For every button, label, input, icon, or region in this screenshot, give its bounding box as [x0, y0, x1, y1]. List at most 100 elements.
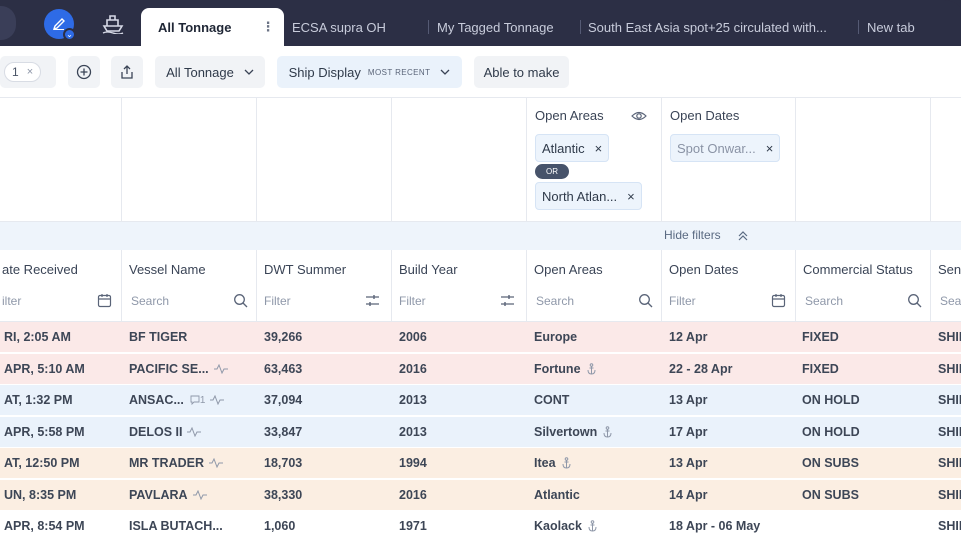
column-header-open-dates[interactable]: Open Dates: [669, 262, 739, 277]
close-icon[interactable]: ×: [627, 188, 635, 204]
column-divider: [661, 98, 662, 222]
tab-label: South East Asia spot+25 circulated with.…: [588, 19, 827, 35]
cell-sender: SHIP: [938, 362, 966, 376]
search-icon[interactable]: [907, 293, 922, 308]
cell-build-year: 2013: [399, 425, 427, 439]
tab-menu-icon[interactable]: ⋮: [261, 19, 275, 34]
chevrons-up-icon[interactable]: [738, 231, 748, 241]
cell-vessel-name-text: ANSAC...: [129, 393, 184, 407]
add-button[interactable]: [68, 56, 100, 88]
comment-count[interactable]: 1: [190, 395, 205, 406]
calendar-icon[interactable]: [97, 293, 112, 308]
anchor-icon: [587, 362, 596, 375]
cell-open-areas: Europe: [534, 330, 577, 344]
cell-vessel-name: ANSAC... 1: [129, 393, 225, 407]
filter-chip-north-atlantic[interactable]: North Atlan... ×: [535, 182, 642, 210]
column-header-dwt-summer[interactable]: DWT Summer: [264, 262, 347, 277]
range-filter-icon[interactable]: [500, 293, 515, 308]
column-header-build-year[interactable]: Build Year: [399, 262, 458, 277]
hide-filters-label[interactable]: Hide filters: [664, 228, 721, 242]
filter-count-chip[interactable]: 1 ×: [4, 62, 42, 82]
ship-display-select[interactable]: Ship Display MOST RECENT: [277, 56, 462, 88]
column-divider: [391, 250, 392, 322]
dwt-filter-input[interactable]: Filter: [264, 294, 291, 308]
table-row[interactable]: AT, 12:50 PM MR TRADER 18,703 1994 Itea 13 Ap…: [0, 448, 966, 479]
cell-open-areas: Itea: [534, 456, 572, 470]
activity-icon[interactable]: [187, 426, 202, 437]
column-header-vessel-name[interactable]: Vessel Name: [129, 262, 206, 277]
open-dates-filter-input[interactable]: Filter: [669, 294, 696, 308]
or-operator[interactable]: OR: [535, 164, 569, 179]
tab-my-tagged-tonnage[interactable]: My Tagged Tonnage: [428, 8, 578, 46]
chevron-down-icon[interactable]: ⌄: [63, 28, 76, 41]
cell-dwt-summer: 1,060: [264, 519, 295, 533]
close-icon[interactable]: ×: [26, 66, 34, 78]
cell-vessel-name: BF TIGER: [129, 330, 187, 344]
date-filter-input[interactable]: ilter: [2, 294, 22, 308]
cell-sender: SHIP: [938, 330, 966, 344]
tab-ecsa-supra-oh[interactable]: ECSA supra OH: [292, 8, 422, 46]
open-areas-search-input[interactable]: Search: [536, 294, 575, 308]
column-divider: [256, 98, 257, 222]
build-year-filter-input[interactable]: Filter: [399, 294, 426, 308]
close-icon[interactable]: ×: [765, 140, 774, 156]
cell-open-dates: 18 Apr - 06 May: [669, 519, 760, 533]
filter-chip-spot-onwards[interactable]: Spot Onwar... ×: [670, 134, 781, 162]
column-header-sender[interactable]: Send: [938, 262, 966, 277]
column-header-commercial-status[interactable]: Commercial Status: [803, 262, 913, 277]
cell-dwt-summer-text: 18,703: [264, 456, 303, 470]
cell-open-areas-text: Fortune: [534, 361, 581, 376]
hide-filters-bar[interactable]: Hide filters: [0, 222, 966, 250]
tab-new-tab[interactable]: New tab: [858, 8, 938, 46]
able-to-make-button[interactable]: Able to make: [474, 56, 569, 88]
tab-label: My Tagged Tonnage: [437, 19, 554, 35]
table-row[interactable]: APR, 8:54 PM ISLA BUTACH... 1,060 1971 Kaola…: [0, 511, 966, 542]
avatar[interactable]: ⌄: [44, 9, 76, 41]
view-select[interactable]: All Tonnage: [155, 56, 265, 88]
search-icon[interactable]: [638, 293, 653, 308]
open-dates-filter-title: Open Dates: [670, 108, 740, 123]
table-row[interactable]: AT, 1:32 PM ANSAC... 1 37,094 2013 CONT 13 Apr…: [0, 385, 966, 416]
cell-vessel-name-text: DELOS II: [129, 424, 183, 439]
sender-search-input[interactable]: Sea: [940, 294, 962, 308]
table-row[interactable]: RI, 2:05 AM BF TIGER 39,266 2006 Europe 12 Ap…: [0, 322, 966, 353]
tab-label: All Tonnage: [158, 19, 232, 35]
activity-icon[interactable]: [209, 458, 223, 468]
cell-build-year-text: 1994: [399, 456, 427, 470]
cell-sender-text: SHIP: [938, 424, 966, 439]
tab-south-east-asia[interactable]: South East Asia spot+25 circulated with.…: [580, 8, 850, 46]
calendar-icon[interactable]: [771, 293, 786, 308]
collapse-button[interactable]: [0, 6, 16, 40]
share-button[interactable]: [111, 56, 143, 88]
range-filter-icon[interactable]: [365, 293, 380, 308]
cell-vessel-name: ISLA BUTACH...: [129, 519, 223, 533]
column-header-open-areas[interactable]: Open Areas: [534, 262, 603, 277]
status-search-input[interactable]: Search: [805, 294, 844, 308]
table-row[interactable]: APR, 5:10 AM PACIFIC SE... 63,463 2016 Fortu…: [0, 353, 966, 385]
filter-chip-atlantic[interactable]: Atlantic ×: [535, 134, 610, 162]
cell-build-year: 2016: [399, 362, 427, 376]
ship-icon[interactable]: [101, 12, 125, 34]
cell-dwt-summer-text: 1,060: [264, 519, 296, 533]
tab-all-tonnage[interactable]: All Tonnage ⋮: [141, 8, 284, 46]
close-icon[interactable]: ×: [594, 140, 603, 156]
table-row[interactable]: UN, 8:35 PM PAVLARA 38,330 2016 Atlantic 14 A…: [0, 479, 966, 511]
share-icon: [121, 65, 133, 79]
cell-date-received-text: AT, 1:32 PM: [4, 393, 73, 407]
cell-dwt-summer: 38,330: [264, 488, 302, 502]
cell-date-received-text: AT, 12:50 PM: [4, 456, 80, 470]
column-header-date-received[interactable]: ate Received: [2, 262, 78, 277]
cell-vessel-name-text: BF TIGER: [129, 330, 188, 344]
cell-open-dates: 17 Apr: [669, 425, 707, 439]
activity-icon[interactable]: [210, 395, 225, 405]
column-divider: [661, 250, 662, 322]
activity-icon[interactable]: [213, 363, 228, 374]
vessel-search-input[interactable]: Search: [131, 294, 170, 308]
activity-icon[interactable]: [192, 489, 207, 500]
cell-open-areas: Fortune: [534, 362, 597, 376]
cell-vessel-name: DELOS II: [129, 424, 202, 439]
cell-build-year-text: 2006: [399, 330, 427, 344]
table-row[interactable]: APR, 5:58 PM DELOS II 33,847 2013 Silvertown…: [0, 416, 966, 448]
eye-icon[interactable]: [631, 110, 647, 122]
search-icon[interactable]: [233, 293, 248, 308]
